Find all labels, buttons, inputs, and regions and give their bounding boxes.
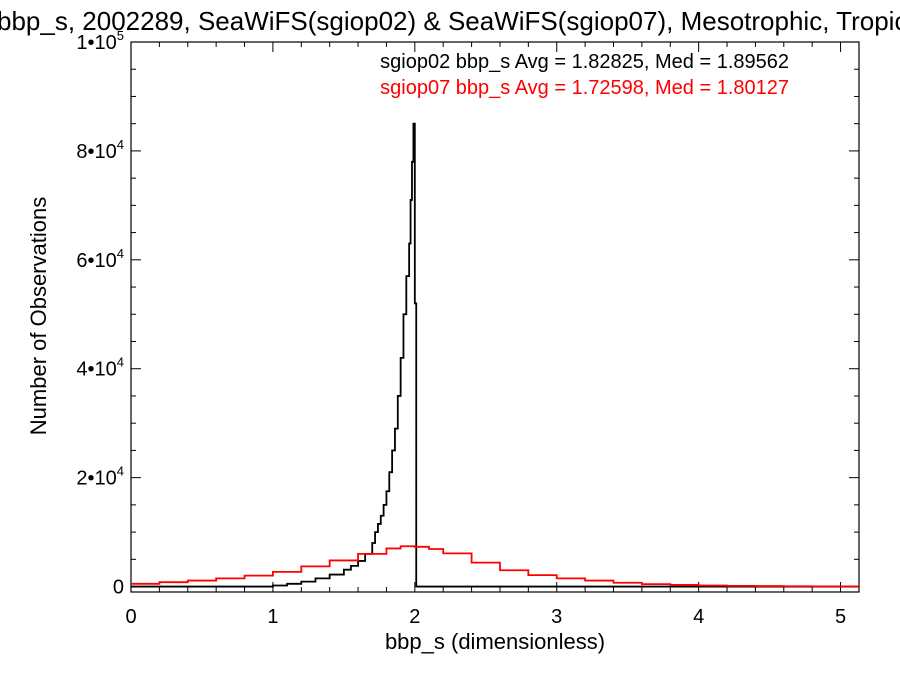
series-sgiop07-line <box>131 545 860 588</box>
series-sgiop02-line <box>131 122 859 588</box>
x-tick-label: 1 <box>267 606 278 628</box>
x-axis: 0 1 2 3 4 5 <box>125 42 846 628</box>
x-tick-label: 3 <box>551 606 562 628</box>
y-tick-label: 6•104 <box>76 246 124 272</box>
y-tick-label: 4•104 <box>76 355 124 381</box>
y-tick-label: 0 <box>113 577 124 599</box>
chart-title: bbp_s, 2002289, SeaWiFS(sgiop02) & SeaWi… <box>0 6 900 36</box>
series-layer <box>131 122 860 588</box>
annotation-sgiop02-stats: sgiop02 bbp_s Avg = 1.82825, Med = 1.895… <box>380 51 789 73</box>
plot-border <box>130 41 860 593</box>
plot-frame <box>130 41 860 593</box>
y-tick-label: 8•104 <box>76 137 124 163</box>
y-tick-label: 2•104 <box>76 464 124 490</box>
annotation-sgiop07-stats: sgiop07 bbp_s Avg = 1.72598, Med = 1.801… <box>380 77 789 99</box>
y-axis-label: Number of Observations <box>26 197 51 435</box>
x-axis-label: bbp_s (dimensionless) <box>385 629 605 654</box>
x-tick-label: 5 <box>835 606 846 628</box>
y-axis: 0 2•104 4•104 6•104 8•104 1•105 <box>76 28 859 599</box>
y-tick-label: 1•105 <box>76 28 124 54</box>
x-tick-label: 4 <box>693 606 704 628</box>
x-tick-label: 2 <box>409 606 420 628</box>
x-tick-label: 0 <box>125 606 136 628</box>
